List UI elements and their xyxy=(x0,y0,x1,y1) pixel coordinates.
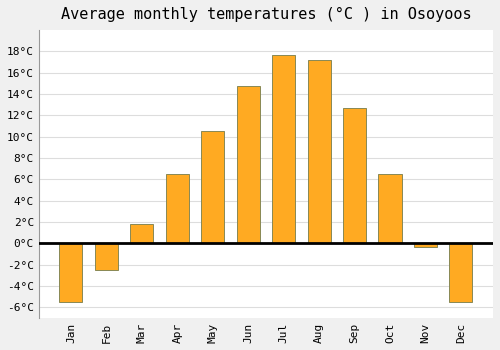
Bar xyxy=(378,174,402,243)
Bar xyxy=(343,108,366,243)
Bar xyxy=(60,243,82,302)
Bar xyxy=(450,243,472,302)
Title: Average monthly temperatures (°C ) in Osoyoos: Average monthly temperatures (°C ) in Os… xyxy=(60,7,471,22)
Bar xyxy=(166,174,189,243)
Bar xyxy=(272,55,295,243)
Bar xyxy=(130,224,154,243)
Bar xyxy=(414,243,437,246)
Bar xyxy=(236,85,260,243)
Bar xyxy=(201,131,224,243)
Bar xyxy=(308,60,330,243)
Bar xyxy=(95,243,118,270)
